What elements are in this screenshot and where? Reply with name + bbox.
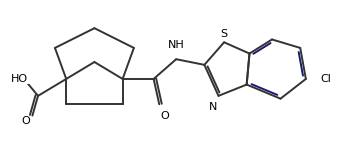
Text: HO: HO (11, 74, 28, 84)
Text: O: O (21, 116, 30, 126)
Text: N: N (209, 102, 217, 112)
Text: NH: NH (168, 40, 185, 50)
Text: Cl: Cl (320, 74, 331, 84)
Text: S: S (221, 29, 228, 39)
Text: O: O (160, 111, 169, 121)
